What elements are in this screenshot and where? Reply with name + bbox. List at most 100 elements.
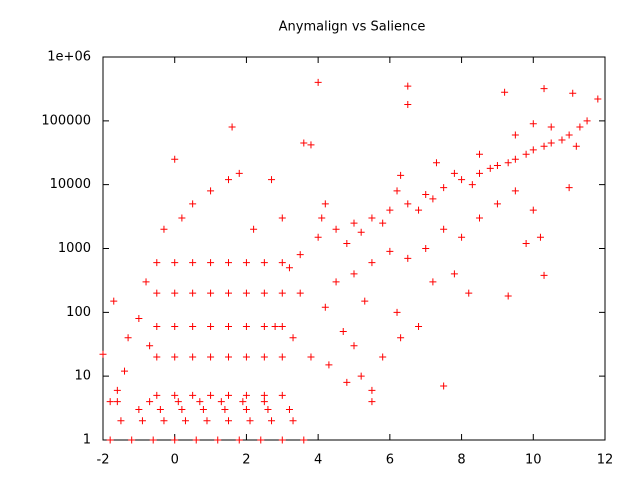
data-point <box>547 123 555 131</box>
data-point <box>504 159 512 167</box>
data-point <box>314 233 322 241</box>
data-point <box>565 184 573 192</box>
data-point <box>128 436 136 444</box>
data-point <box>189 200 197 208</box>
data-point <box>203 417 211 425</box>
data-point <box>192 436 200 444</box>
x-tick-label: 4 <box>314 453 322 468</box>
data-point <box>207 259 215 267</box>
data-point <box>440 382 448 390</box>
y-tick-label: 10000 <box>50 177 91 192</box>
data-point <box>146 398 154 406</box>
chart-title: Anymalign vs Salience <box>279 20 426 35</box>
data-point <box>225 353 232 361</box>
data-point <box>153 391 161 399</box>
data-point <box>99 350 107 358</box>
data-point <box>404 82 412 90</box>
data-point <box>350 270 358 278</box>
data-point <box>260 353 268 361</box>
data-point <box>113 398 121 406</box>
data-point <box>242 289 250 297</box>
y-tick-label: 1 <box>83 433 91 448</box>
data-point <box>368 398 376 406</box>
data-point <box>171 353 179 361</box>
data-point <box>307 353 315 361</box>
data-point <box>393 187 401 195</box>
data-point <box>221 406 229 414</box>
data-point <box>493 161 501 169</box>
data-point <box>260 391 268 399</box>
data-point <box>289 334 297 342</box>
data-point <box>486 164 494 172</box>
data-point <box>153 259 161 267</box>
data-point <box>260 259 268 267</box>
data-point <box>246 417 254 425</box>
data-point <box>242 322 250 330</box>
data-point <box>135 406 143 414</box>
data-point <box>296 289 304 297</box>
data-point <box>260 398 268 406</box>
data-point <box>207 353 215 361</box>
data-point <box>278 289 286 297</box>
data-point <box>529 146 537 154</box>
data-point <box>235 169 243 177</box>
data-point <box>278 436 286 444</box>
data-point <box>468 181 476 189</box>
data-point <box>511 187 519 195</box>
data-point <box>522 239 530 247</box>
data-point <box>572 142 580 150</box>
data-point <box>225 176 232 184</box>
data-point <box>397 334 405 342</box>
data-point <box>465 289 473 297</box>
data-point <box>350 219 358 227</box>
data-point <box>529 120 537 128</box>
data-point <box>540 271 548 279</box>
data-point <box>239 398 247 406</box>
data-point <box>397 171 405 179</box>
data-point <box>404 254 412 262</box>
data-point <box>440 225 448 233</box>
data-point <box>404 101 412 109</box>
data-point <box>429 195 437 203</box>
data-point <box>171 436 179 444</box>
data-point <box>501 88 509 96</box>
data-point <box>476 169 483 177</box>
data-point <box>318 214 326 222</box>
data-point <box>450 270 458 278</box>
data-point <box>178 214 186 222</box>
data-point <box>207 391 215 399</box>
data-point <box>189 353 197 361</box>
y-tick-label: 100000 <box>41 113 91 128</box>
data-point <box>250 225 258 233</box>
data-point <box>393 308 401 316</box>
data-point <box>522 150 530 158</box>
data-point <box>536 233 544 241</box>
data-point <box>325 361 333 369</box>
data-point <box>189 289 197 297</box>
data-point <box>511 155 519 163</box>
data-point <box>110 297 118 305</box>
data-point <box>160 225 168 233</box>
x-tick-label: 2 <box>242 453 250 468</box>
data-point <box>300 436 308 444</box>
data-point <box>242 391 250 399</box>
data-point <box>458 233 466 241</box>
data-point <box>307 141 315 149</box>
data-point <box>171 322 179 330</box>
data-point <box>583 117 591 125</box>
data-point <box>181 417 189 425</box>
data-point <box>504 292 512 300</box>
data-point <box>171 391 179 399</box>
data-point <box>415 322 423 330</box>
data-point <box>268 176 276 184</box>
data-point <box>225 259 232 267</box>
data-point <box>476 214 483 222</box>
x-tick-label: 12 <box>597 453 614 468</box>
data-point <box>146 342 154 350</box>
data-point <box>160 417 168 425</box>
data-point <box>117 417 125 425</box>
data-point <box>260 289 268 297</box>
data-point <box>113 386 121 394</box>
data-point <box>225 391 232 399</box>
